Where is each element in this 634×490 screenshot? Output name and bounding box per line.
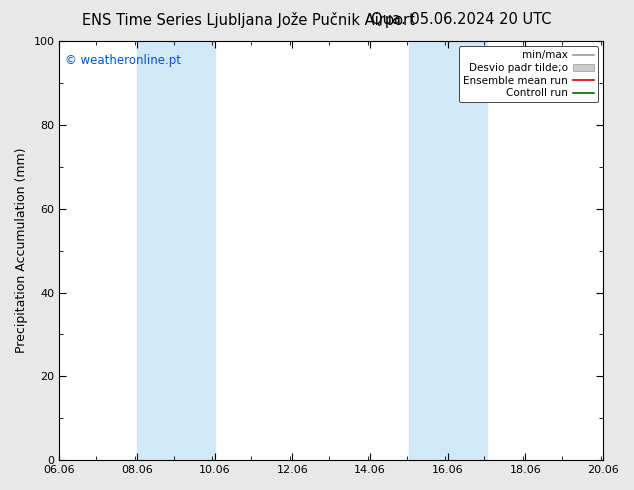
Bar [409,41,487,460]
Legend: min/max, Desvio padr tilde;o, Ensemble mean run, Controll run: min/max, Desvio padr tilde;o, Ensemble m… [459,46,598,102]
Bar [137,41,215,460]
Text: © weatheronline.pt: © weatheronline.pt [65,53,181,67]
Y-axis label: Precipitation Accumulation (mm): Precipitation Accumulation (mm) [15,148,28,353]
Text: ENS Time Series Ljubljana Jože Pučnik Airport: ENS Time Series Ljubljana Jože Pučnik Ai… [82,12,415,28]
Text: Qua. 05.06.2024 20 UTC: Qua. 05.06.2024 20 UTC [371,12,552,27]
